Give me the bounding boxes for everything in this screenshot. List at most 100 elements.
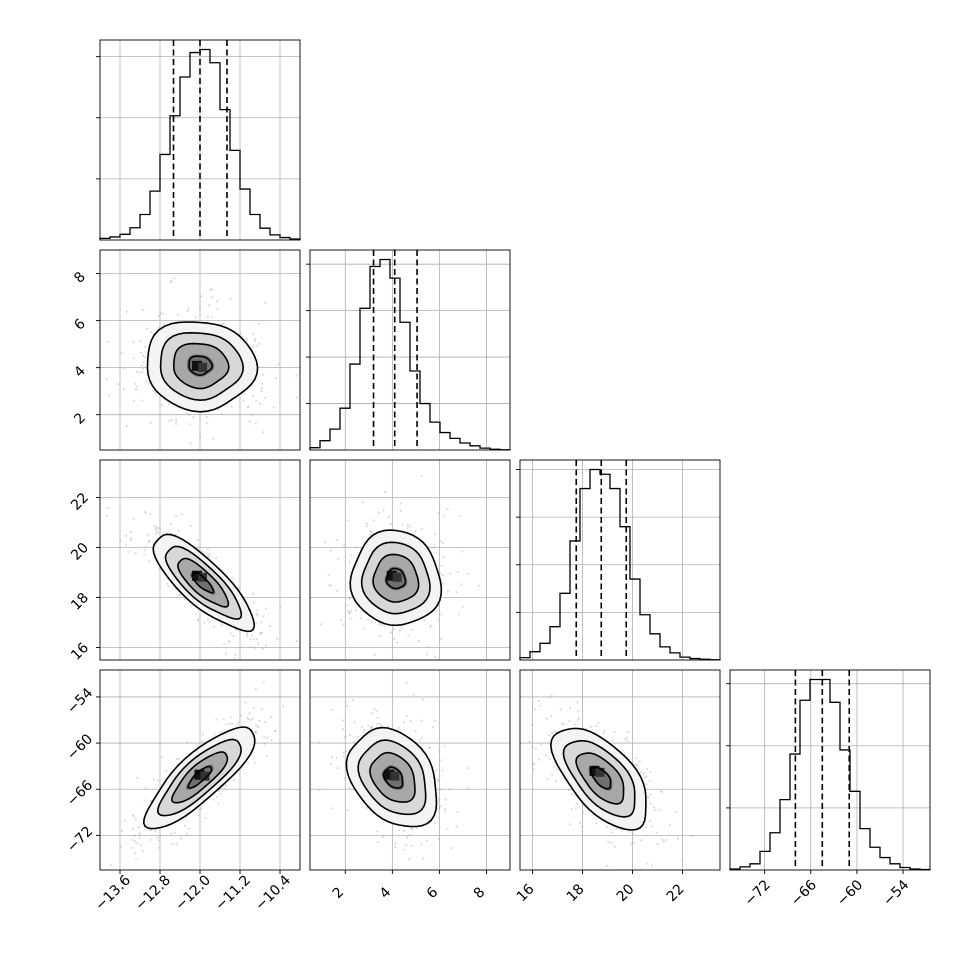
sample-point: [143, 799, 146, 802]
sample-point: [595, 724, 598, 728]
sample-point: [676, 837, 680, 840]
sample-point: [550, 731, 554, 735]
sample-point: [156, 527, 159, 530]
sample-point: [175, 417, 178, 421]
sample-point: [577, 716, 581, 719]
sample-point: [196, 618, 199, 621]
sample-point: [437, 511, 440, 515]
sample-point: [133, 834, 136, 837]
sample-point: [144, 345, 147, 348]
sample-point: [160, 755, 164, 759]
sample-point: [119, 539, 122, 543]
sample-point: [223, 787, 226, 790]
sample-point: [346, 609, 349, 612]
sample-point: [398, 629, 401, 632]
sample-point: [387, 515, 390, 519]
sample-point: [152, 778, 155, 781]
sample-point: [174, 515, 177, 518]
sample-point: [295, 639, 299, 643]
sample-point: [370, 725, 373, 728]
sample-point: [646, 768, 649, 771]
sample-point: [235, 723, 238, 726]
sample-point: [661, 838, 664, 841]
sample-point: [420, 843, 423, 846]
contour-line: [369, 751, 416, 803]
sample-point: [281, 705, 285, 708]
sample-point: [649, 802, 652, 805]
x-tick-label: −11.2: [212, 872, 254, 914]
sample-point: [246, 762, 250, 765]
y-tick-label: 6: [71, 316, 89, 334]
sample-point: [399, 509, 402, 512]
sample-point: [170, 832, 173, 835]
sample-point: [577, 718, 580, 721]
sample-point: [145, 380, 148, 383]
sample-point: [345, 604, 348, 607]
sample-point: [446, 508, 449, 511]
sample-point: [440, 613, 443, 616]
panel-frame: [99, 39, 301, 241]
sample-point: [132, 517, 135, 520]
sample-point: [405, 682, 408, 685]
sample-point: [140, 844, 143, 847]
sample-point: [216, 307, 219, 310]
sample-point: [645, 783, 648, 786]
sample-point: [335, 589, 338, 593]
sample-point: [606, 825, 609, 829]
sample-point: [158, 567, 161, 570]
sample-point: [186, 832, 189, 836]
sample-point: [107, 506, 110, 510]
panel-frame: [519, 669, 721, 871]
sample-point: [420, 527, 423, 530]
sample-point: [251, 634, 254, 637]
sample-point: [203, 621, 206, 624]
sample-point: [381, 623, 384, 626]
sample-point: [380, 724, 383, 727]
sample-point: [448, 788, 451, 791]
sample-point: [159, 835, 162, 838]
sample-point: [227, 640, 230, 643]
sample-point: [415, 827, 418, 830]
sample-point: [255, 399, 258, 402]
sample-point: [645, 825, 648, 828]
sample-point: [220, 412, 223, 415]
sample-point: [370, 621, 373, 624]
sample-point: [156, 836, 159, 839]
sample-point: [109, 864, 113, 867]
sample-point: [533, 763, 536, 766]
sample-point: [456, 571, 459, 574]
sample-point: [264, 607, 268, 610]
sample-point: [177, 758, 180, 761]
sample-point: [154, 528, 157, 531]
x-tick-label: −66: [788, 877, 820, 909]
x-tick-label: −12.0: [172, 872, 214, 914]
sample-point: [153, 524, 156, 527]
sample-point: [553, 765, 556, 768]
sample-point: [349, 734, 352, 737]
sample-point: [554, 780, 558, 783]
contour-line: [382, 766, 404, 789]
sample-point: [426, 646, 429, 649]
sample-point: [537, 699, 540, 703]
sample-point: [260, 390, 263, 393]
x-tick-label: −13.6: [92, 872, 134, 914]
sample-point: [163, 323, 166, 326]
sample-point: [248, 420, 251, 423]
sample-point: [201, 740, 204, 743]
sample-point: [439, 572, 442, 575]
sample-point: [259, 402, 262, 405]
sample-point: [439, 788, 442, 791]
sample-point: [429, 624, 432, 627]
sample-point: [241, 646, 244, 649]
sample-point: [140, 351, 143, 354]
sample-point: [143, 553, 146, 556]
sample-point: [277, 363, 280, 366]
sample-point: [136, 842, 139, 845]
sample-point: [612, 739, 615, 742]
sample-point: [261, 431, 265, 434]
sample-point: [270, 715, 273, 719]
sample-point: [393, 637, 396, 641]
sample-point: [652, 806, 656, 809]
x-tick-label: −54: [880, 877, 912, 909]
sample-point: [433, 546, 436, 549]
